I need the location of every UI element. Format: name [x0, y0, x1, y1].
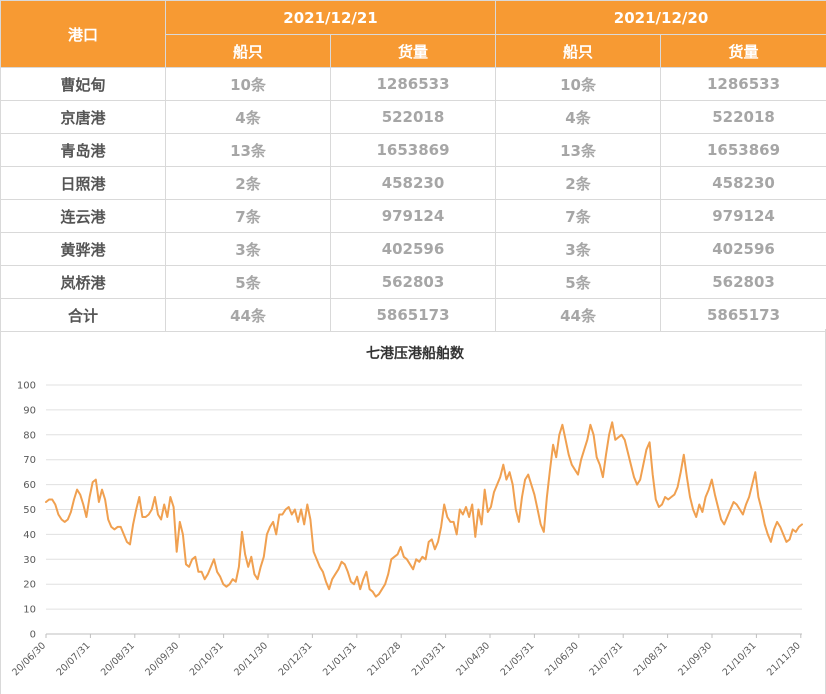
ship-count-cell: 10条: [165, 67, 331, 101]
port-name-cell: 合计: [0, 298, 166, 332]
series-line: [45, 421, 803, 598]
volume-cell: 402596: [660, 232, 826, 266]
x-tick-label: 20/11/30: [232, 640, 270, 678]
x-tick-label: 21/08/31: [632, 640, 670, 678]
table-row: 青岛港 13条 1653869 13条 1653869: [0, 133, 826, 167]
ship-count-cell: 13条: [165, 133, 331, 167]
date-header-1: 2021/12/21: [164, 0, 497, 35]
x-tick-label: 21/02/28: [365, 640, 403, 678]
ship-count-cell: 2条: [165, 166, 331, 200]
ship-count-cell: 4条: [495, 100, 662, 134]
volume-header-1: 货量: [329, 34, 497, 68]
x-tick-label: 21/01/31: [321, 640, 359, 678]
chart-title: 七港压港船舶数: [366, 345, 465, 362]
volume-cell: 1286533: [660, 67, 826, 101]
table-row: 黄骅港 3条 402596 3条 402596: [0, 232, 826, 266]
ship-count-cell: 44条: [165, 298, 331, 332]
table-body: 曹妃甸 10条 1286533 10条 1286533 京唐港 4条 522018 4条 5220…: [0, 67, 826, 332]
volume-cell: 562803: [329, 265, 497, 299]
ships-header-1: 船只: [165, 34, 331, 68]
volume-cell: 522018: [329, 100, 497, 134]
ship-count-cell: 3条: [165, 232, 331, 266]
ship-count-cell: 5条: [495, 265, 662, 299]
ship-count-cell: 10条: [495, 67, 662, 101]
port-name-cell: 岚桥港: [0, 265, 166, 299]
y-tick-label: 30: [23, 555, 36, 566]
port-name-cell: 京唐港: [0, 100, 166, 134]
volume-cell: 1286533: [329, 67, 497, 101]
volume-cell: 562803: [660, 265, 826, 299]
y-tick-label: 50: [23, 505, 36, 516]
volume-cell: 1653869: [329, 133, 497, 167]
port-name-cell: 青岛港: [0, 133, 166, 167]
x-tick-label: 21/03/31: [410, 640, 448, 678]
port-column-header: 港口: [0, 0, 166, 68]
table-row: 岚桥港 5条 562803 5条 562803: [0, 265, 826, 299]
port-summary-table: 港口 2021/12/21 2021/12/20 船只 货量 船只 货量 曹妃甸…: [0, 0, 826, 332]
y-tick-label: 0: [30, 630, 36, 641]
ship-count-cell: 7条: [495, 199, 662, 233]
ship-count-cell: 13条: [495, 133, 662, 167]
x-tick-label: 20/10/31: [188, 640, 226, 678]
x-tick-label: 20/07/31: [55, 640, 93, 678]
y-tick-label: 100: [17, 381, 36, 392]
ship-count-chart: 七港压港船舶数 0 10 20 30 40 50 60 70 80 90 100 20/06/30 20/…: [0, 329, 826, 694]
volume-header-2: 货量: [660, 34, 826, 68]
volume-cell: 5865173: [660, 298, 826, 332]
port-name-cell: 连云港: [0, 199, 166, 233]
ship-count-cell: 7条: [165, 199, 331, 233]
port-name-cell: 黄骅港: [0, 232, 166, 266]
table-row: 日照港 2条 458230 2条 458230: [0, 166, 826, 200]
table-row: 合计 44条 5865173 44条 5865173: [0, 298, 826, 332]
volume-cell: 5865173: [329, 298, 497, 332]
x-tick-label: 21/04/30: [454, 640, 492, 678]
y-tick-label: 40: [23, 530, 36, 541]
x-tick-label: 21/06/30: [543, 640, 581, 678]
table-row: 曹妃甸 10条 1286533 10条 1286533: [0, 67, 826, 101]
ship-count-cell: 44条: [495, 298, 662, 332]
ship-count-cell: 2条: [495, 166, 662, 200]
ship-count-cell: 3条: [495, 232, 662, 266]
volume-cell: 979124: [329, 199, 497, 233]
x-tick-label: 21/10/31: [721, 640, 759, 678]
x-tick-label: 20/12/31: [277, 640, 315, 678]
table-row: 京唐港 4条 522018 4条 522018: [0, 100, 826, 134]
ships-header-2: 船只: [495, 34, 662, 68]
y-tick-label: 20: [23, 580, 36, 591]
volume-cell: 522018: [660, 100, 826, 134]
x-tick-label: 20/08/31: [99, 640, 137, 678]
volume-cell: 458230: [660, 166, 826, 200]
x-tick-label: 21/11/30: [765, 640, 803, 678]
port-name-cell: 曹妃甸: [0, 67, 166, 101]
y-tick-label: 70: [23, 455, 36, 466]
ship-count-cell: 4条: [165, 100, 331, 134]
x-tick-label: 20/06/30: [10, 640, 48, 678]
x-tick-label: 20/09/30: [143, 640, 181, 678]
volume-cell: 1653869: [660, 133, 826, 167]
volume-cell: 979124: [660, 199, 826, 233]
volume-cell: 402596: [329, 232, 497, 266]
table-row: 连云港 7条 979124 7条 979124: [0, 199, 826, 233]
x-tick-label: 21/05/31: [499, 640, 537, 678]
y-tick-label: 60: [23, 480, 36, 491]
port-name-cell: 日照港: [0, 166, 166, 200]
y-tick-label: 80: [23, 430, 36, 441]
x-tick-label: 21/09/30: [676, 640, 714, 678]
y-tick-label: 90: [23, 405, 36, 416]
x-tick-label: 21/07/31: [587, 640, 625, 678]
ship-count-cell: 5条: [165, 265, 331, 299]
date-header-2: 2021/12/20: [495, 0, 826, 35]
volume-cell: 458230: [329, 166, 497, 200]
y-tick-label: 10: [23, 605, 36, 616]
